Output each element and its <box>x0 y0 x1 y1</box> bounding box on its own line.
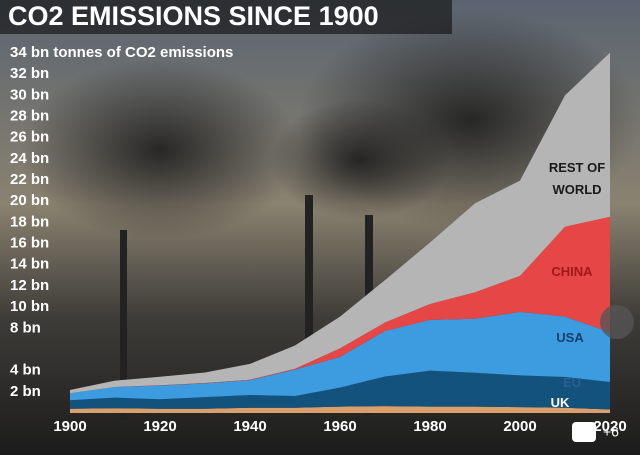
y-tick-label: 10 bn <box>10 298 49 315</box>
y-tick-label: 16 bn <box>10 235 49 252</box>
area <box>70 216 610 394</box>
y-tick-label: 26 bn <box>10 129 49 146</box>
title-bar <box>0 0 452 34</box>
chart-title: CO2 EMISSIONS SINCE 1900 <box>8 1 379 31</box>
y-tick-label: 20 bn <box>10 192 49 209</box>
series-label: CHINA <box>551 264 593 279</box>
y-tick-label: 12 bn <box>10 277 49 294</box>
x-tick-label: 2000 <box>503 418 536 435</box>
series-label: REST OF WORLD <box>548 160 606 197</box>
x-tick-label: 1980 <box>413 418 446 435</box>
y-tick-label: 4 bn <box>10 362 41 379</box>
x-tick-label: 2020 <box>593 418 626 435</box>
y-tick-label: 30 bn <box>10 86 49 103</box>
x-tick-label: 1940 <box>233 418 266 435</box>
y-tick-label: 14 bn <box>10 256 49 273</box>
area <box>70 311 610 401</box>
series-label: USA <box>556 330 584 345</box>
area <box>70 406 610 413</box>
smoke <box>270 100 450 220</box>
area <box>70 370 610 410</box>
area <box>70 52 610 394</box>
series-label: UK <box>550 395 570 410</box>
smoke <box>20 60 300 240</box>
y-tick-label: 32 bn <box>10 65 49 82</box>
y-tick-label: 24 bn <box>10 150 49 167</box>
y-tick-label: 18 bn <box>10 213 49 230</box>
chimney <box>305 195 313 415</box>
y-tick-label: 28 bn <box>10 107 49 124</box>
y-tick-label: 2 bn <box>10 383 41 400</box>
camera-icon[interactable] <box>572 422 596 442</box>
x-tick-label: 1920 <box>143 418 176 435</box>
photo-count[interactable]: +6 <box>603 424 619 440</box>
series-label: EU <box>562 375 582 390</box>
x-tick-label: 1900 <box>53 418 86 435</box>
chimney <box>120 230 127 420</box>
x-tick-label: 1960 <box>323 418 356 435</box>
y-tick-label: 34 bn tonnes of CO2 emissions <box>10 44 233 61</box>
share-button[interactable] <box>600 305 634 339</box>
y-tick-label: 8 bn <box>10 319 41 336</box>
y-tick-label: 22 bn <box>10 171 49 188</box>
